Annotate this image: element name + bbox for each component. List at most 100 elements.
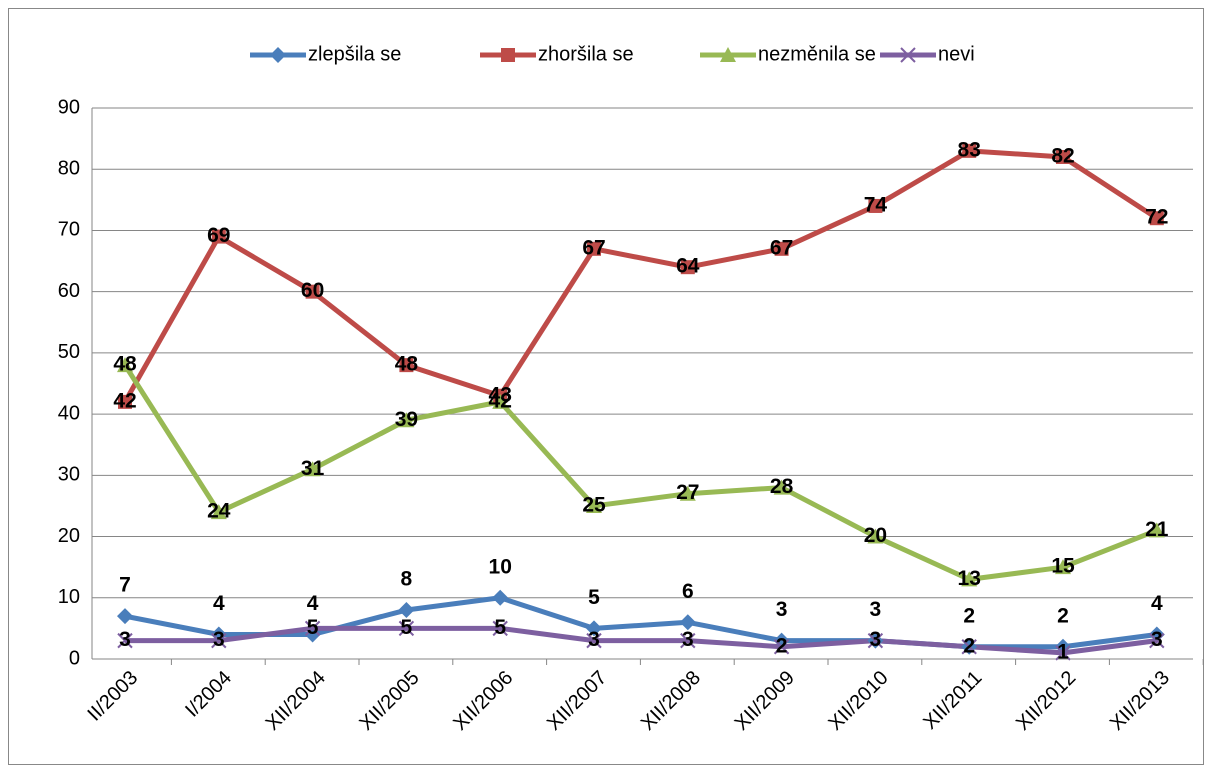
marker-triangle: [586, 497, 602, 513]
marker-triangle: [117, 357, 133, 373]
marker-triangle: [304, 461, 321, 477]
marker-square: [118, 394, 132, 409]
data-label: 64: [676, 255, 700, 278]
marker-diamond: [117, 608, 133, 625]
data-label: 2: [776, 634, 788, 657]
marker-diamond: [586, 620, 602, 637]
marker-x: [211, 632, 227, 649]
y-tick-label: 40: [58, 402, 80, 424]
marker-triangle: [961, 571, 978, 587]
data-label: 83: [958, 138, 981, 161]
marker-diamond: [398, 602, 415, 619]
data-label: 8: [401, 568, 413, 591]
legend-label: nezměnila se: [758, 43, 876, 65]
y-tick-label: 20: [58, 525, 80, 547]
data-label: 3: [682, 628, 694, 651]
marker-square: [1149, 211, 1164, 226]
marker-triangle: [1148, 522, 1165, 538]
data-label: 28: [770, 475, 794, 498]
data-label: 10: [489, 555, 512, 578]
data-label: 42: [489, 389, 512, 412]
data-label: 69: [207, 224, 230, 247]
data-label: 39: [395, 408, 418, 431]
y-tick-label: 70: [58, 219, 80, 241]
marker-x: [773, 639, 790, 655]
y-tick-label: 50: [58, 341, 80, 363]
y-tick-label: 30: [58, 464, 80, 486]
marker-x: [961, 639, 977, 655]
marker-x: [492, 620, 508, 637]
data-label: 67: [582, 236, 605, 259]
data-label: 3: [870, 598, 882, 621]
legend-label: nevi: [938, 43, 975, 65]
marker-triangle: [1055, 559, 1071, 575]
legend-item: zlepšila se: [250, 43, 401, 65]
marker-triangle: [398, 412, 415, 428]
data-label: 3: [119, 628, 131, 651]
marker-square: [211, 229, 226, 244]
data-label: 2: [963, 634, 975, 657]
data-label: 60: [301, 279, 324, 302]
marker-triangle: [492, 393, 509, 409]
data-label: 74: [864, 194, 888, 217]
data-label: 31: [301, 457, 325, 480]
data-label: 3: [1151, 628, 1163, 651]
data-label: 25: [582, 493, 606, 516]
marker-square: [501, 48, 515, 62]
marker-square: [680, 260, 695, 275]
data-label: 43: [489, 383, 512, 406]
data-label: 4: [307, 592, 319, 615]
y-tick-label: 10: [58, 586, 80, 608]
data-label: 82: [1051, 145, 1074, 168]
marker-x: [680, 632, 696, 649]
marker-x: [867, 632, 884, 649]
marker-x: [398, 620, 415, 637]
marker-x: [1055, 645, 1071, 661]
marker-triangle: [679, 485, 696, 501]
data-label: 27: [676, 481, 699, 504]
data-label: 3: [588, 628, 600, 651]
marker-triangle: [867, 528, 884, 544]
data-label: 3: [776, 598, 788, 621]
marker-x: [304, 620, 321, 637]
legend-item: zhoršila se: [480, 43, 634, 65]
data-label: 13: [958, 567, 981, 590]
data-label: 4: [213, 592, 225, 615]
data-label: 24: [207, 500, 231, 523]
marker-square: [305, 284, 320, 299]
data-label: 5: [401, 616, 413, 639]
marker-diamond: [1148, 626, 1165, 643]
marker-diamond: [270, 47, 286, 63]
legend-item: nezměnila se: [700, 43, 876, 65]
marker-triangle: [720, 47, 736, 62]
marker-square: [1056, 149, 1070, 164]
data-label: 21: [1145, 518, 1169, 541]
data-label: 72: [1145, 206, 1168, 229]
marker-square: [868, 198, 883, 213]
marker-triangle: [210, 504, 227, 520]
marker-diamond: [773, 632, 790, 649]
legend-label: zlepšila se: [308, 43, 401, 65]
data-label: 2: [1057, 604, 1069, 627]
legend-item: nevi: [880, 43, 975, 65]
data-label: 42: [113, 389, 136, 412]
data-label: 3: [870, 628, 882, 651]
marker-diamond: [679, 614, 696, 631]
marker-triangle: [773, 479, 790, 495]
data-label: 4: [1151, 592, 1163, 615]
marker-x: [900, 47, 916, 63]
data-label: 3: [213, 628, 225, 651]
marker-square: [774, 241, 789, 256]
data-label: 5: [307, 616, 319, 639]
data-label: 5: [588, 586, 600, 609]
marker-x: [117, 632, 133, 649]
series-line: [125, 625, 1158, 656]
data-label: 5: [494, 616, 506, 639]
series-line: [122, 148, 1159, 404]
data-label: 20: [864, 524, 887, 547]
data-label: 15: [1051, 555, 1075, 578]
data-label: 2: [963, 604, 975, 627]
marker-diamond: [210, 626, 227, 643]
legend-label: zhoršila se: [538, 43, 634, 65]
